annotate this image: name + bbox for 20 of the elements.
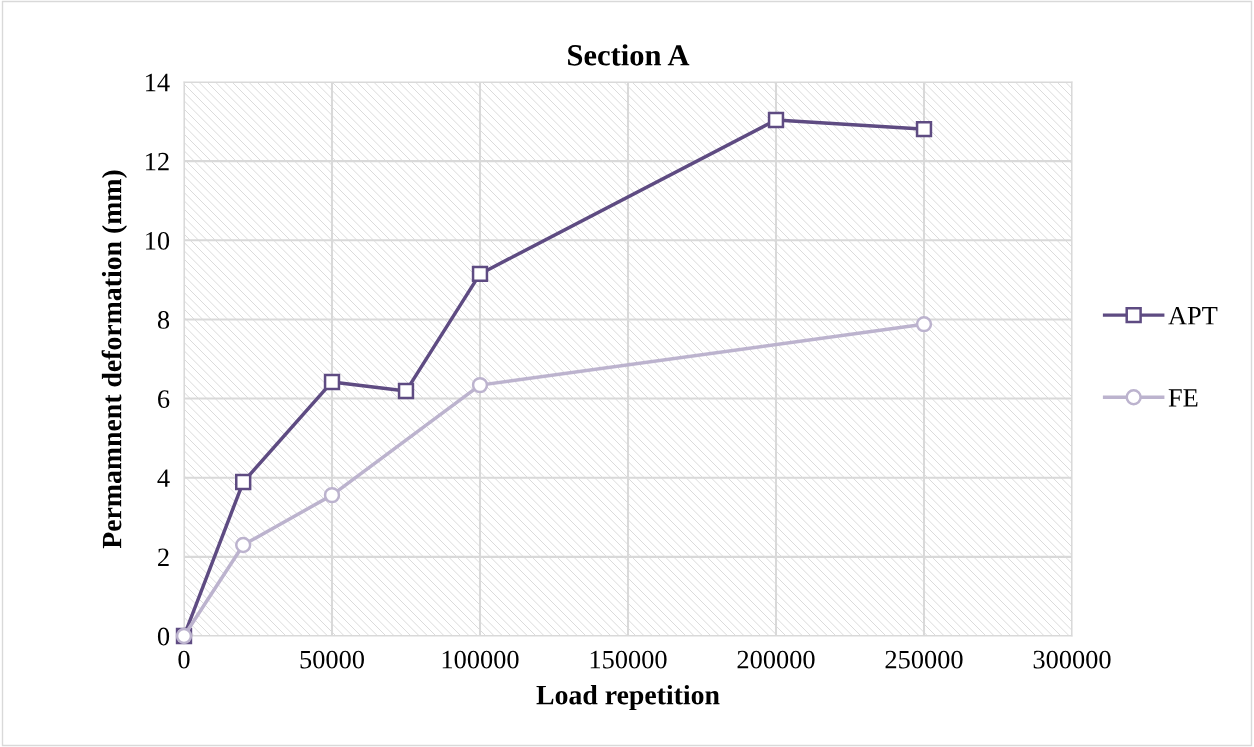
x-tick-label: 0 bbox=[178, 650, 190, 669]
y-tick-label: 0 bbox=[157, 627, 170, 646]
y-tick-label: 14 bbox=[146, 73, 170, 92]
x-tick-label: 250000 bbox=[885, 650, 963, 669]
x-axis-title: Load repetition bbox=[536, 684, 720, 711]
y-tick-label: 4 bbox=[157, 469, 170, 487]
y-tick-label: 2 bbox=[158, 548, 169, 567]
y-tick-label: 6 bbox=[158, 390, 170, 408]
x-tick-label: 200000 bbox=[737, 650, 815, 669]
y-axis-title: Permamnent deformation (mm) bbox=[101, 170, 128, 549]
x-tick-label: 150000 bbox=[590, 650, 667, 669]
chart-title: Section A bbox=[568, 44, 690, 66]
x-tick-label: 50000 bbox=[300, 650, 364, 669]
y-tick-label: 10 bbox=[146, 231, 170, 250]
legend-label: FE bbox=[1168, 389, 1198, 407]
x-tick-label: 100000 bbox=[442, 650, 519, 669]
y-tick-label: 12 bbox=[146, 152, 169, 171]
x-tick-label: 300000 bbox=[1033, 650, 1111, 669]
y-tick-label: 8 bbox=[157, 311, 170, 329]
legend-label: APT bbox=[1168, 306, 1218, 325]
